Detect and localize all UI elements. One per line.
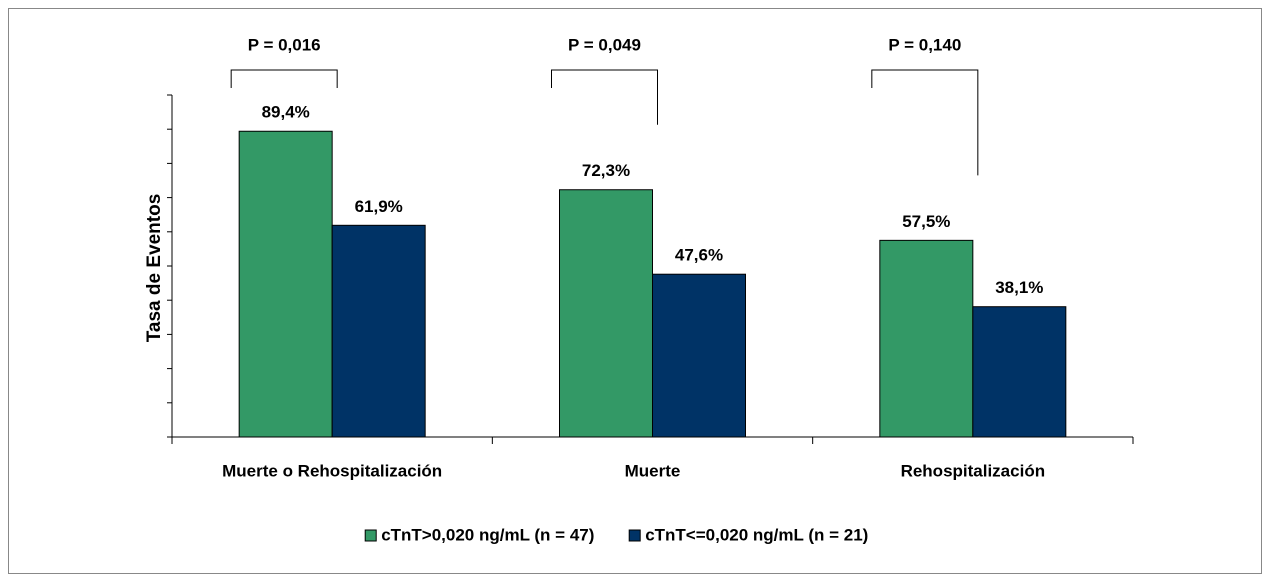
p-bracket [230,69,338,88]
value-label: 38,1% [995,278,1043,297]
bar [238,130,333,438]
y-axis-title: Tasa de Eventos [144,194,165,343]
legend-label: cTnT<=0,020 ng/mL (n = 21) [645,525,868,544]
legend-swatch [364,529,377,542]
bar [652,273,746,438]
bar [972,306,1067,438]
p-bracket [551,69,658,125]
value-label: 61,9% [355,197,403,216]
p-value: P = 0,049 [568,35,641,54]
x-tick-label: Muerte [625,461,681,480]
bar [559,189,653,438]
value-label: 72,3% [582,161,630,180]
legend-label: cTnT>0,020 ng/mL (n = 47) [381,525,594,544]
p-bracket [871,69,979,176]
bar [331,224,426,438]
legend-swatch [628,529,641,542]
bar [879,239,974,438]
x-tick-label: Muerte o Rehospitalización [222,461,442,480]
value-label: 47,6% [675,246,723,265]
p-value: P = 0,140 [888,35,961,54]
value-label: 57,5% [902,212,950,231]
p-value: P = 0,016 [248,35,321,54]
x-tick-label: Rehospitalización [901,461,1046,480]
value-label: 89,4% [262,103,310,122]
